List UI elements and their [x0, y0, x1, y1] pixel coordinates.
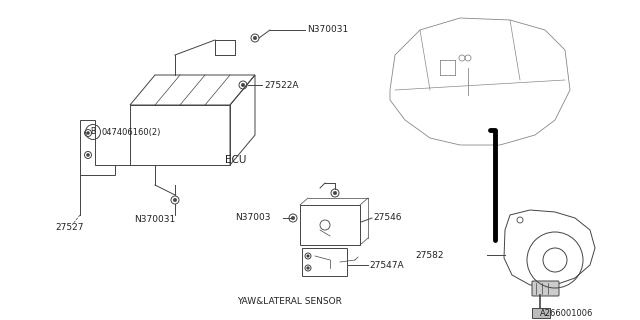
Circle shape — [307, 267, 309, 269]
Bar — [532, 308, 550, 318]
Text: N37003: N37003 — [235, 213, 271, 222]
Text: 27546: 27546 — [373, 213, 401, 222]
Text: B: B — [90, 127, 95, 137]
Bar — [302, 248, 347, 276]
Circle shape — [291, 216, 295, 220]
Text: 27582: 27582 — [415, 251, 444, 260]
Text: N370031: N370031 — [307, 26, 348, 35]
Circle shape — [173, 198, 177, 202]
Text: 27527: 27527 — [55, 223, 83, 233]
Text: YAW&LATERAL SENSOR: YAW&LATERAL SENSOR — [237, 298, 342, 307]
Text: A266001006: A266001006 — [540, 308, 593, 317]
Text: ECU: ECU — [225, 155, 246, 165]
Bar — [300, 205, 360, 245]
Circle shape — [241, 83, 245, 87]
Circle shape — [86, 132, 90, 135]
Text: N370031: N370031 — [134, 215, 175, 225]
Text: 27522A: 27522A — [264, 81, 298, 90]
Circle shape — [253, 36, 257, 40]
Text: 047406160(2): 047406160(2) — [101, 127, 161, 137]
Circle shape — [86, 153, 90, 156]
Text: 27547A: 27547A — [369, 260, 404, 269]
Circle shape — [307, 255, 309, 257]
Circle shape — [333, 191, 337, 195]
FancyBboxPatch shape — [532, 281, 559, 296]
